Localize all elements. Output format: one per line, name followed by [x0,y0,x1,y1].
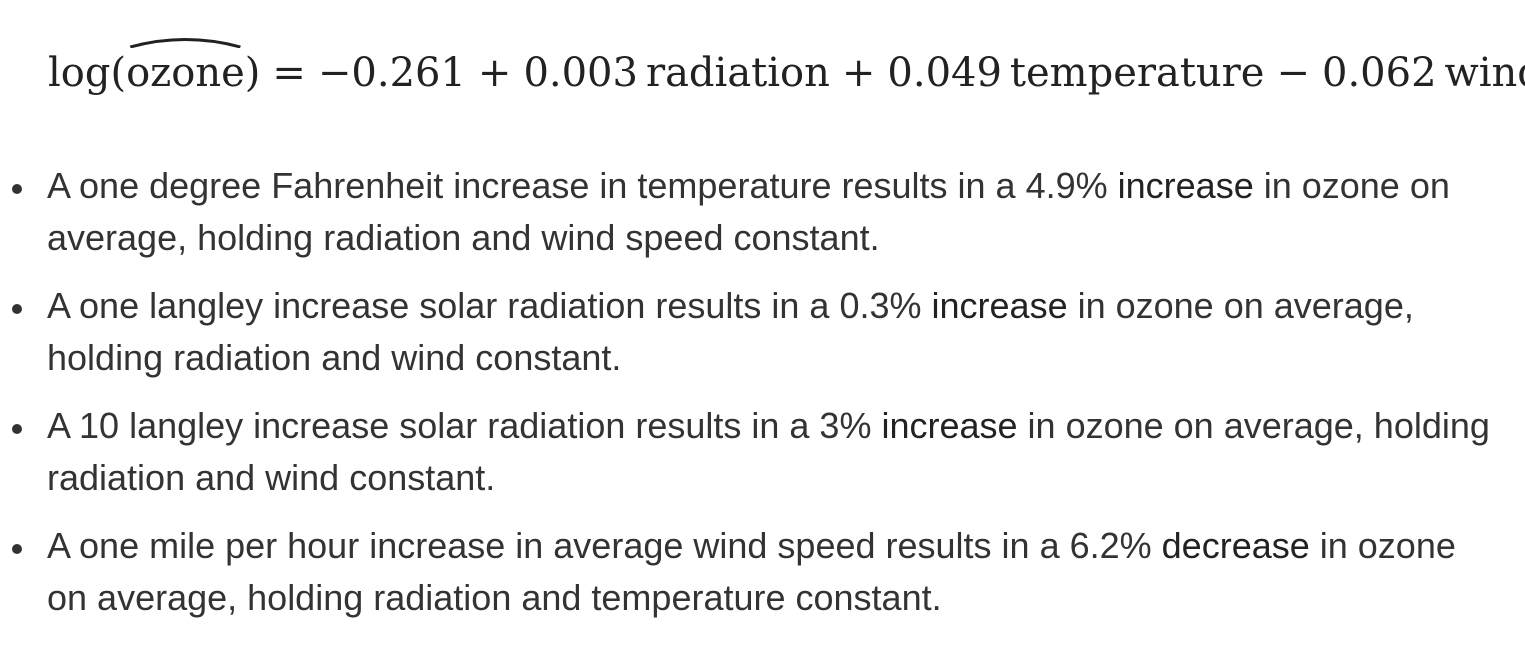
list-item-text: in ozone on average, holding radiation a… [47,285,1414,378]
list-item-text: in ozone on average, holding radiation a… [47,525,1456,618]
direction-keyword: increase [881,405,1018,446]
variable-temperature: temperature [1009,50,1265,96]
variable-radiation: radiation [645,50,830,96]
log-close-paren: ) [244,50,261,96]
bullet-icon [12,304,22,314]
direction-keyword: decrease [1161,525,1310,566]
coefficient-temperature: 0.049 [887,50,1002,96]
list-item-text: A one langley increase solar radiation r… [47,285,932,326]
list-item-text: A one degree Fahrenheit increase in temp… [47,165,1118,206]
list-item-text: A one mile per hour increase in average … [47,525,1162,566]
log-function: log( [48,50,127,96]
ozone-hat-variable: ozone [126,38,245,96]
bullet-icon [12,424,22,434]
equals-sign: = [272,50,306,96]
operator-3: − [1276,50,1310,96]
list-item: A one degree Fahrenheit increase in temp… [0,160,1525,264]
intercept: −0.261 [317,50,466,96]
list-item: A one langley increase solar radiation r… [0,280,1525,384]
list-item-text: in ozone on average, holding radiation a… [47,405,1490,498]
direction-keyword: increase [1117,165,1254,206]
list-item: A 10 langley increase solar radiation re… [0,400,1525,504]
list-item-text: in ozone on average, holding radiation a… [47,165,1450,258]
interpretation-list: A one degree Fahrenheit increase in temp… [0,160,1525,640]
list-item: A one mile per hour increase in average … [0,520,1525,624]
coefficient-radiation: 0.003 [523,50,638,96]
bullet-icon [12,544,22,554]
variable-wind: wind [1444,50,1525,96]
direction-keyword: increase [931,285,1068,326]
operator-2: + [841,50,876,96]
list-item-text: A 10 langley increase solar radiation re… [47,405,882,446]
response-variable: ozone [126,50,245,96]
regression-equation: log( ozone ) = −0.261 + 0.003 radiation … [48,38,1525,114]
hat-accent-icon [128,36,243,48]
coefficient-wind: 0.062 [1322,50,1437,96]
operator-1: + [477,50,512,96]
bullet-icon [12,184,22,194]
